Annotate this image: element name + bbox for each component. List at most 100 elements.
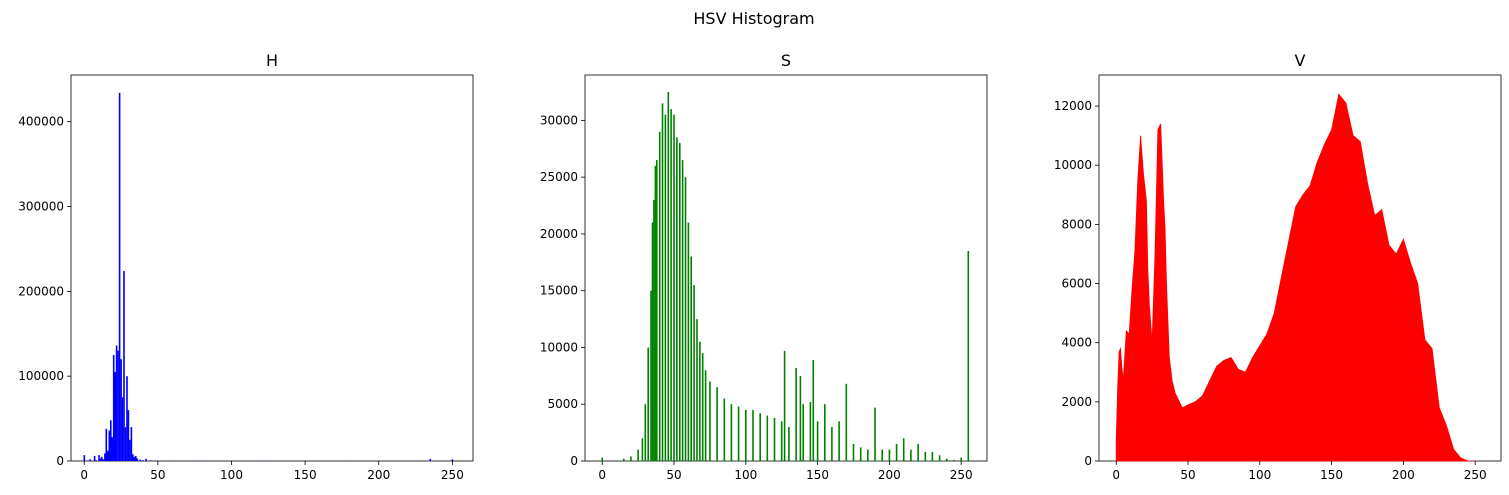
histogram-bar [111, 437, 113, 461]
histogram-bar [142, 460, 144, 461]
histogram-bar [101, 456, 103, 461]
histogram-bars-s [601, 92, 970, 462]
histogram-bar [104, 453, 106, 461]
histogram-bar [149, 460, 152, 461]
histogram-bar [127, 410, 130, 461]
x-tick-label: 100 [734, 468, 757, 482]
histogram-bar [895, 444, 898, 461]
histogram-bar [723, 398, 726, 461]
histogram-panel-h: H 0 50 100 150 200 250 0 100000 200000 300000 400… [18, 51, 474, 482]
histogram-bar [681, 160, 684, 461]
histogram-bar [716, 387, 718, 461]
histogram-bar [102, 459, 105, 461]
histogram-bar [98, 455, 100, 461]
y-tick-label: 2000 [1061, 395, 1092, 409]
histogram-bar [701, 353, 704, 461]
y-tick-label: 25000 [540, 170, 578, 184]
histogram-bar [670, 109, 672, 461]
histogram-bar [664, 114, 667, 461]
panel-title: V [1295, 51, 1306, 70]
histogram-bar [451, 459, 454, 461]
histogram-bar [924, 451, 927, 461]
histogram-area [1115, 93, 1476, 462]
panel-title: S [781, 51, 791, 70]
histogram-bar [881, 449, 883, 461]
x-tick-label: 200 [1392, 468, 1415, 482]
histogram-bar [105, 428, 108, 461]
histogram-bar [704, 370, 707, 461]
histogram-bar [145, 458, 147, 461]
histogram-bar [676, 137, 678, 461]
histogram-bar [130, 427, 133, 461]
histogram-bar [816, 421, 819, 461]
histogram-bar [802, 404, 804, 461]
histogram-bar [650, 290, 652, 461]
x-tick-label: 150 [806, 468, 829, 482]
histogram-bar [773, 417, 776, 461]
y-tick-label: 0 [56, 454, 64, 468]
x-tick-label: 250 [441, 468, 464, 482]
histogram-bar [799, 375, 802, 461]
histogram-area-v [1115, 93, 1476, 462]
axes-frame [70, 74, 474, 462]
y-tick-label: 20000 [540, 227, 578, 241]
histogram-bar [83, 455, 86, 461]
histogram-bar [656, 160, 658, 461]
histogram-bar [623, 458, 625, 461]
histogram-bar [809, 402, 812, 461]
histogram-bar [780, 421, 783, 461]
histogram-bar [745, 409, 747, 461]
x-tick-label: 250 [1464, 468, 1487, 482]
y-axis-ticks: 0 2000 4000 6000 8000 10000 12000 [1054, 99, 1099, 468]
histogram-bar [120, 359, 122, 461]
histogram-bar [696, 319, 698, 461]
histogram-bar [788, 426, 790, 461]
histogram-bar [917, 444, 919, 461]
histogram-bar [644, 404, 647, 461]
histogram-bar [110, 420, 112, 461]
y-tick-label: 12000 [1054, 99, 1092, 113]
histogram-bar [653, 199, 655, 461]
histogram-bar [171, 460, 174, 462]
histogram-bar [690, 256, 692, 461]
y-axis-ticks: 0 5000 10000 15000 20000 25000 30000 [540, 113, 585, 468]
histogram-bar [730, 404, 733, 461]
histogram-bar [126, 376, 128, 461]
x-tick-label: 150 [294, 468, 317, 482]
histogram-bar [123, 271, 125, 461]
histogram-bar [661, 103, 664, 462]
histogram-bar [651, 222, 654, 461]
histogram-bar [737, 406, 740, 461]
panel-title: H [266, 51, 278, 70]
histogram-bar [783, 350, 786, 461]
histogram-panel-v: V 0 50 100 150 200 250 0 2000 4000 6000 8000 10000… [1054, 51, 1502, 482]
histogram-bar [114, 371, 116, 461]
histogram-bar [699, 341, 701, 461]
histogram-bar [859, 447, 862, 461]
histogram-bar [118, 92, 121, 462]
histogram-bar [938, 455, 941, 461]
histogram-bar [107, 450, 109, 461]
y-tick-label: 30000 [540, 113, 578, 127]
histogram-bar [824, 404, 826, 461]
histogram-bar [260, 460, 262, 462]
histogram-bar [348, 460, 351, 462]
histogram-bar [630, 456, 632, 461]
histogram-bar [641, 438, 644, 461]
histogram-bar [647, 347, 649, 461]
histogram-bar [946, 458, 948, 461]
histogram-bar [709, 381, 711, 461]
x-tick-label: 0 [1112, 468, 1120, 482]
x-tick-label: 50 [1180, 468, 1195, 482]
histogram-bar [766, 415, 769, 461]
histogram-bar [429, 458, 432, 461]
x-axis-ticks: 0 50 100 150 200 250 [80, 461, 464, 482]
x-axis-ticks: 0 50 100 150 200 250 [598, 461, 973, 482]
y-tick-label: 200000 [18, 284, 64, 298]
x-tick-label: 250 [950, 468, 973, 482]
histogram-bar [931, 451, 934, 461]
y-tick-label: 4000 [1061, 336, 1092, 350]
histogram-bar [601, 457, 603, 461]
histogram-bar [874, 407, 876, 461]
histogram-bar [693, 285, 695, 461]
